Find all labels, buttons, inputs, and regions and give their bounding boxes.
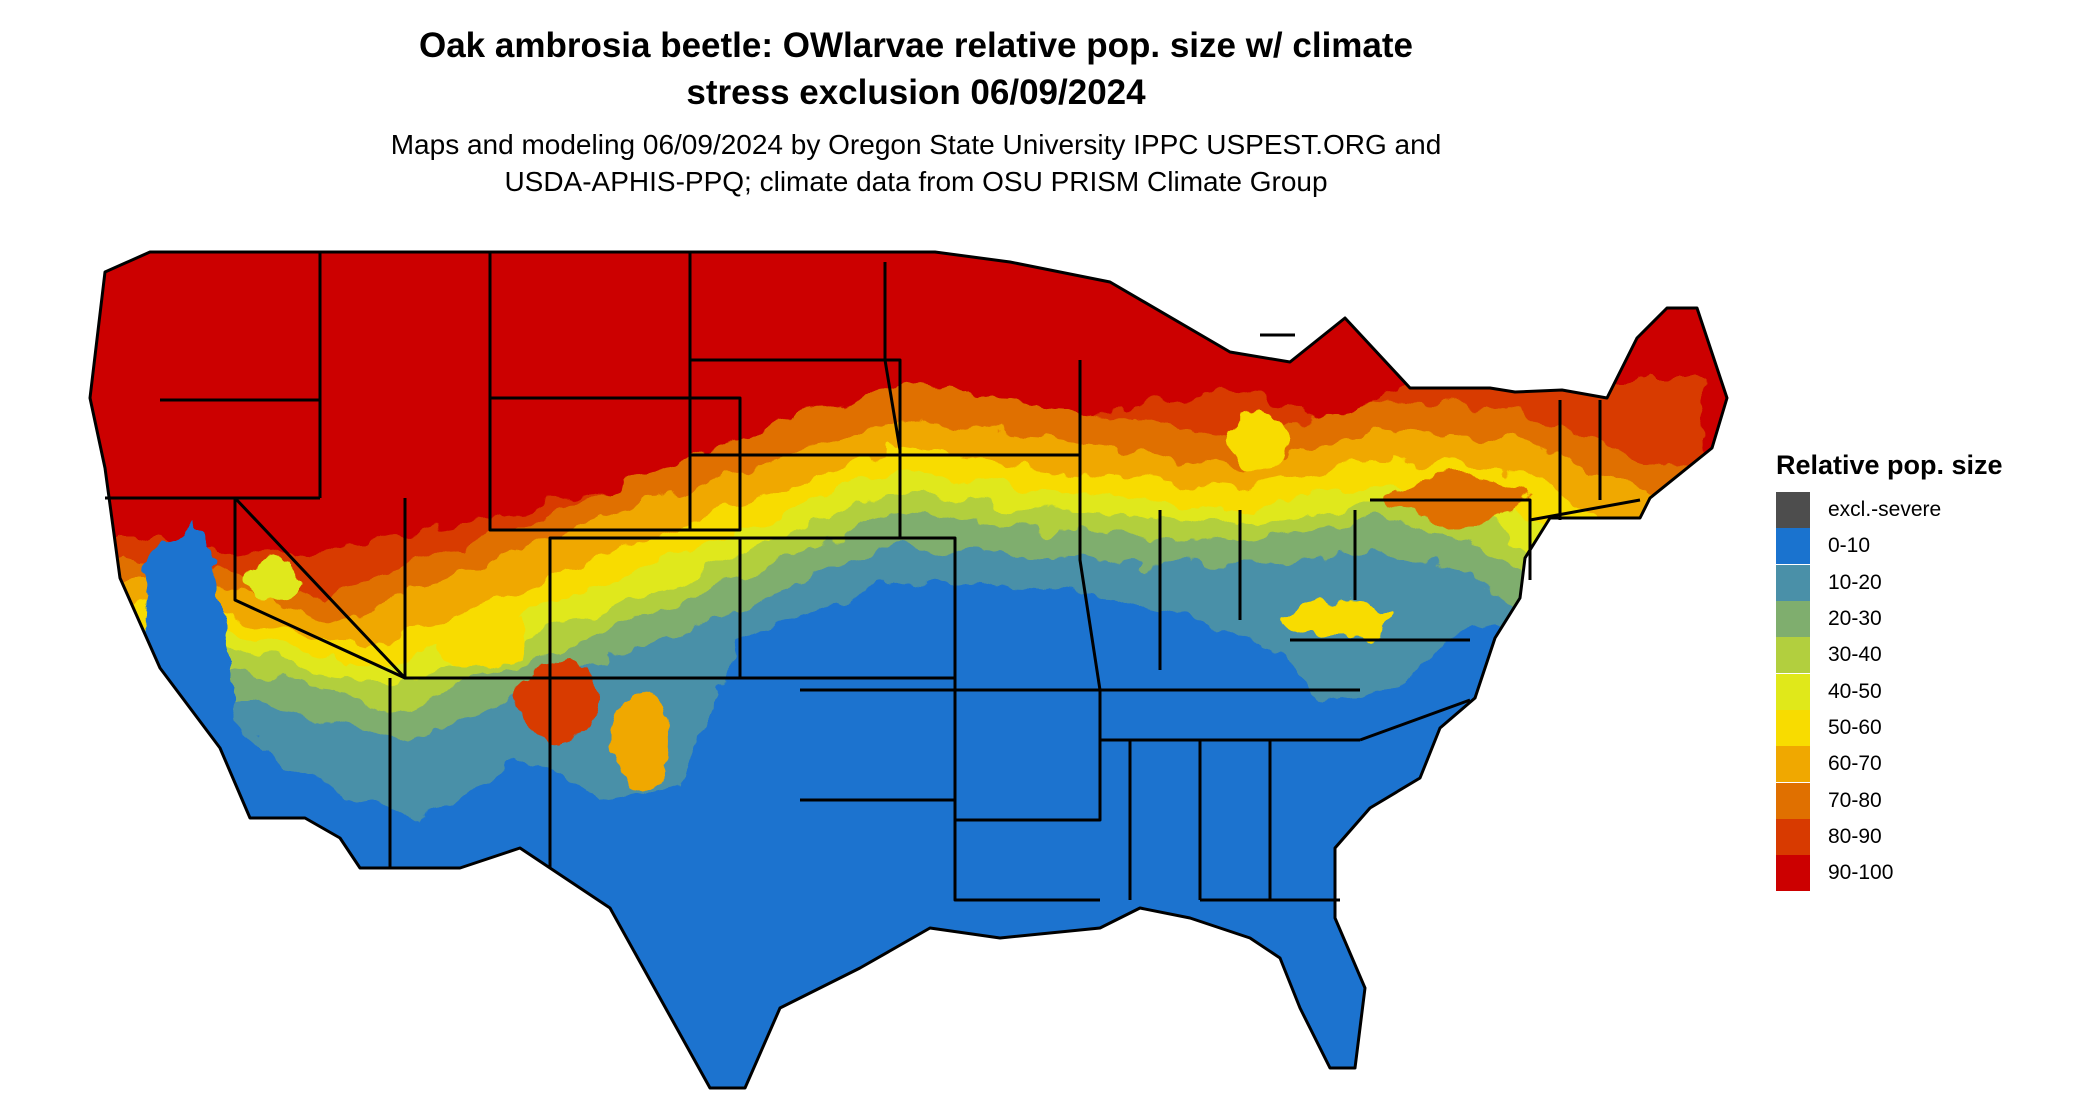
spot-nm-south: [610, 695, 670, 785]
legend-title: Relative pop. size: [1776, 450, 2003, 480]
legend-label: 10-20: [1828, 570, 1882, 594]
legend-swatch: [1776, 564, 1810, 601]
legend-swatch: [1776, 782, 1810, 819]
map-title: Oak ambrosia beetle: OWlarvae relative p…: [0, 22, 1832, 116]
spot-nv-west: [245, 560, 295, 600]
legend-label: 90-100: [1828, 861, 1894, 885]
border-arkansas: [955, 688, 1102, 822]
border-sd-ne: [690, 358, 902, 538]
legend-label: 0-10: [1828, 534, 1871, 558]
legend-item: 20-30: [1776, 601, 2003, 638]
state-borders: [88, 250, 1729, 1090]
spot-az-north: [435, 610, 525, 670]
border-wyoming: [488, 396, 742, 532]
legend-swatch: [1776, 709, 1810, 746]
legend-swatch: [1776, 637, 1810, 674]
spot-appalachian: [1285, 602, 1395, 638]
spot-michigan-south: [1230, 410, 1290, 470]
border-oklahoma: [800, 688, 957, 802]
legend-item: 30-40: [1776, 637, 2003, 674]
legend-swatch: [1776, 528, 1810, 565]
legend-swatch: [1776, 492, 1810, 529]
us-map: [88, 250, 1729, 1090]
legend-items: excl.-severe 0-10 10-20 20-30 30-40 40-50 50-6…: [1776, 492, 2003, 892]
legend-item: 0-10: [1776, 528, 2003, 565]
legend-item: 80-90: [1776, 818, 2003, 855]
legend-label: 80-90: [1828, 824, 1882, 848]
legend-item: 40-50: [1776, 673, 2003, 710]
spot-nm-north: [520, 660, 600, 740]
map-subtitle-line-1: Maps and modeling 06/09/2024 by Oregon S…: [390, 129, 1442, 160]
legend-label: 40-50: [1828, 679, 1882, 703]
legend-swatch: [1776, 818, 1810, 855]
map-subtitle: Maps and modeling 06/09/2024 by Oregon S…: [0, 126, 1832, 200]
legend: Relative pop. size excl.-severe 0-10 10-20…: [1776, 448, 2003, 892]
map-title-line-2: stress exclusion 06/09/2024: [686, 73, 1146, 112]
legend-swatch: [1776, 855, 1810, 892]
map-title-line-1: Oak ambrosia beetle: OWlarvae relative p…: [418, 26, 1413, 65]
legend-item: 10-20: [1776, 564, 2003, 601]
legend-label: 30-40: [1828, 643, 1882, 667]
legend-item: 50-60: [1776, 709, 2003, 746]
legend-label: 20-30: [1828, 607, 1882, 631]
border-louisiana: [953, 800, 1100, 902]
legend-label: 60-70: [1828, 752, 1882, 776]
legend-swatch: [1776, 746, 1810, 783]
border-nc-sc: [1359, 698, 1471, 742]
legend-item: 60-70: [1776, 746, 2003, 783]
legend-label: 70-80: [1828, 788, 1882, 812]
legend-swatch: [1776, 601, 1810, 638]
border-iowa-il: [1078, 455, 1102, 691]
legend-item: excl.-severe: [1776, 492, 2003, 529]
border-nevada: [233, 498, 406, 680]
legend-item: 90-100: [1776, 855, 2003, 892]
legend-label: 50-60: [1828, 715, 1882, 739]
legend-item: 70-80: [1776, 782, 2003, 819]
border-ct-ma: [1529, 498, 1641, 522]
population-raster: [90, 252, 1727, 1088]
legend-label: excl.-severe: [1828, 498, 1942, 522]
map-subtitle-line-2: USDA-APHIS-PPQ; climate data from OSU PR…: [504, 166, 1328, 197]
legend-swatch: [1776, 673, 1810, 710]
border-ny-pa: [1370, 498, 1532, 580]
